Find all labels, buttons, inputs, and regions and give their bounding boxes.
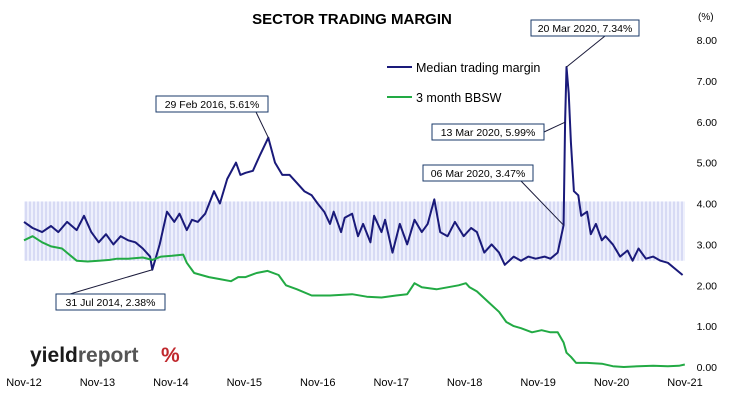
svg-text:yieldreport: yieldreport: [30, 344, 139, 367]
annotation-leader: [255, 111, 269, 138]
annotation-leader: [566, 35, 606, 68]
y-tick-label: 2.00: [697, 280, 718, 292]
x-tick-label: Nov-19: [520, 377, 555, 389]
series-line-3m-bbsw: [23, 235, 686, 368]
brand-text-yield: yield: [30, 344, 78, 367]
series-line-median-trading-margin: [23, 66, 684, 276]
y-axis-ticks: 0.00 1.00 2.00 3.00 4.00 5.00 6.00 7.00 8.00: [697, 35, 718, 374]
x-tick-label: Nov-18: [447, 377, 482, 389]
x-tick-label: Nov-20: [594, 377, 629, 389]
annotation-leader: [543, 121, 566, 133]
series-lines: [23, 66, 686, 368]
y-tick-label: 1.00: [697, 321, 718, 333]
annotation-label: 31 Jul 2014, 2.38%: [66, 297, 156, 309]
y-tick-label: 6.00: [697, 117, 718, 129]
annotation-label: 13 Mar 2020, 5.99%: [441, 127, 536, 139]
annotation-leader: [520, 180, 564, 226]
annotation-box: [155, 95, 269, 113]
annotations: 29 Feb 2016, 5.61% 31 Jul 2014, 2.38% 20 M…: [55, 19, 640, 311]
annotation-box: [431, 123, 545, 141]
brand-text-report: report: [78, 344, 139, 367]
brand-logo: yieldreport %: [30, 344, 180, 367]
x-tick-label: Nov-14: [153, 377, 188, 389]
annotation-box: [55, 293, 166, 311]
y-tick-label: 8.00: [697, 35, 718, 47]
y-tick-label: 5.00: [697, 158, 718, 170]
x-tick-label: Nov-13: [80, 377, 115, 389]
y-tick-label: 4.00: [697, 199, 718, 211]
x-tick-label: Nov-16: [300, 377, 335, 389]
legend: Median trading margin 3 month BBSW: [387, 61, 540, 105]
annotation-label: 06 Mar 2020, 3.47%: [431, 168, 526, 180]
legend-label-bbsw: 3 month BBSW: [416, 91, 502, 105]
annotation-box: [530, 19, 640, 37]
y-tick-label: 7.00: [697, 76, 718, 88]
x-tick-label: Nov-15: [227, 377, 262, 389]
annotation-box: [422, 164, 534, 182]
x-axis-ticks: Nov-12 Nov-13 Nov-14 Nov-15 Nov-16 Nov-17 Nov-…: [6, 377, 702, 389]
brand-percent-icon: %: [161, 344, 180, 367]
y-unit-label: (%): [698, 12, 714, 23]
y-tick-label: 0.00: [697, 362, 718, 374]
annotation-label: 20 Mar 2020, 7.34%: [538, 23, 633, 35]
legend-label-median: Median trading margin: [416, 61, 540, 75]
x-tick-label: Nov-21: [667, 377, 702, 389]
annotation-leader: [69, 269, 153, 295]
chart-title: SECTOR TRADING MARGIN: [252, 11, 452, 28]
x-tick-label: Nov-17: [373, 377, 408, 389]
shaded-band: [24, 201, 685, 261]
annotation-label: 29 Feb 2016, 5.61%: [165, 99, 260, 111]
y-tick-label: 3.00: [697, 239, 718, 251]
x-tick-label: Nov-12: [6, 377, 41, 389]
